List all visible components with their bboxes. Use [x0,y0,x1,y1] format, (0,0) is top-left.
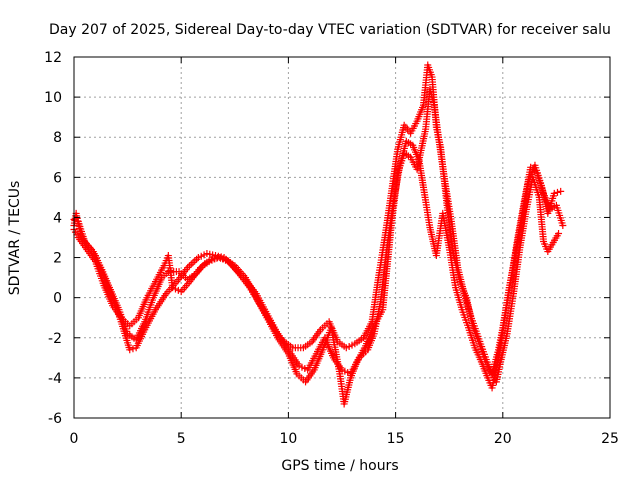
x-tick-label: 15 [387,431,405,447]
y-tick-label: 10 [44,90,62,106]
data-point-marker [189,259,197,267]
grid-lines [74,57,610,418]
plot-frame [73,56,611,419]
data-point-marker [126,346,134,354]
y-tick-label: -4 [48,371,62,387]
y-tick-label: -6 [48,411,62,427]
x-tick-label: 0 [70,431,79,447]
x-tick-label: 20 [494,431,512,447]
y-tick-label: 2 [53,251,62,267]
axis-ticks: 0 5 10 15 20 25 -6 -4 -2 0 2 4 6 8 10 12 [44,50,619,447]
data-point-marker [553,188,561,196]
y-tick-label: 4 [53,210,62,226]
x-tick-label: 5 [177,431,186,447]
y-tick-label: -2 [48,331,62,347]
y-tick-label: 0 [53,291,62,307]
data-point-marker [185,262,193,270]
y-tick-label: 6 [53,170,62,186]
data-point-marker [187,260,195,268]
x-tick-label: 10 [279,431,297,447]
data-points [70,61,567,408]
data-point-marker [550,189,558,197]
data-point-marker [191,257,199,265]
x-tick-label: 25 [601,431,619,447]
data-point-marker [559,221,567,229]
chart-title: Day 207 of 2025, Sidereal Day-to-day VTE… [49,22,611,38]
y-tick-label: 12 [44,50,62,66]
data-point-marker [557,187,565,195]
y-tick-label: 8 [53,130,62,146]
x-axis-label: GPS time / hours [281,458,398,474]
data-point-marker [129,345,137,353]
y-axis-label: SDTVAR / TECUs [7,181,23,296]
data-point-marker [555,229,563,237]
